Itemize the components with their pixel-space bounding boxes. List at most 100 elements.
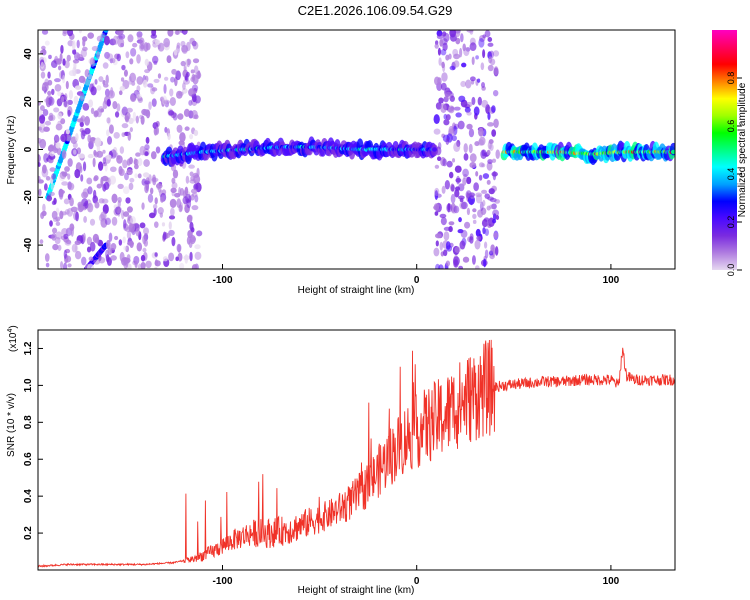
- noise-dot: [76, 53, 83, 60]
- noise-dot: [44, 40, 50, 46]
- noise-dot: [135, 152, 141, 157]
- noise-dot: [110, 255, 117, 261]
- noise-dot: [445, 114, 451, 121]
- noise-dot: [44, 120, 52, 126]
- noise-dot: [134, 260, 138, 268]
- noise-dot: [57, 244, 62, 251]
- noise-dot: [93, 110, 99, 117]
- noise-dot: [191, 94, 196, 99]
- noise-dot: [443, 249, 448, 257]
- noise-dot: [95, 236, 100, 245]
- snr-x-tick-label: 100: [603, 576, 620, 587]
- noise-dot: [469, 153, 477, 163]
- noise-dot: [86, 202, 94, 213]
- noise-dot: [189, 179, 197, 184]
- noise-dot: [458, 265, 464, 269]
- noise-dot: [161, 222, 166, 227]
- noise-dot: [436, 34, 444, 40]
- noise-dot: [435, 233, 442, 239]
- noise-dot: [450, 202, 456, 213]
- noise-dot: [130, 47, 137, 57]
- snr-series-line: [38, 339, 675, 568]
- noise-dot: [143, 227, 150, 235]
- noise-dot: [477, 78, 481, 83]
- colorbar-tick-label: 0.8: [726, 72, 736, 85]
- noise-dot: [43, 153, 49, 163]
- noise-dot: [442, 31, 447, 37]
- noise-dot: [38, 188, 42, 197]
- noise-dot: [105, 254, 110, 263]
- noise-dot: [108, 232, 113, 242]
- noise-dot: [96, 35, 104, 42]
- noise-dot: [170, 207, 175, 217]
- noise-dot: [67, 30, 74, 37]
- noise-dot: [463, 143, 468, 153]
- noise-dot: [463, 47, 470, 57]
- noise-dot: [77, 201, 84, 208]
- noise-dot: [193, 129, 199, 137]
- noise-dot: [61, 149, 67, 160]
- noise-dot: [481, 82, 486, 88]
- noise-dot: [88, 99, 94, 108]
- noise-dot: [489, 143, 494, 151]
- noise-dot: [100, 176, 104, 187]
- noise-dot: [91, 45, 99, 52]
- noise-dot: [459, 47, 463, 58]
- noise-dot: [194, 251, 202, 261]
- noise-dot: [114, 235, 119, 241]
- noise-dot: [457, 228, 464, 234]
- noise-dot: [140, 254, 146, 262]
- noise-dot: [466, 101, 473, 107]
- noise-dot: [55, 221, 61, 227]
- noise-dot: [163, 37, 170, 48]
- noise-dot: [62, 58, 66, 66]
- noise-dot: [183, 108, 190, 117]
- noise-dot: [73, 95, 79, 105]
- noise-dot: [132, 42, 138, 48]
- noise-dot: [134, 163, 139, 170]
- noise-dot: [448, 171, 454, 179]
- noise-dot: [63, 198, 70, 205]
- noise-dot: [438, 57, 442, 66]
- noise-dot: [486, 161, 493, 171]
- noise-dot: [481, 99, 489, 108]
- noise-dot: [477, 235, 482, 241]
- noise-dot: [102, 80, 106, 85]
- noise-dot: [190, 188, 198, 194]
- noise-dot: [79, 121, 84, 128]
- spectrogram-y-tick-label: 40: [23, 48, 34, 60]
- noise-dot: [80, 174, 84, 182]
- noise-dot: [439, 39, 444, 47]
- noise-dot: [62, 31, 67, 37]
- noise-dot: [126, 168, 133, 176]
- noise-dot: [493, 66, 499, 76]
- noise-dot: [42, 164, 47, 174]
- noise-dot: [169, 198, 177, 208]
- noise-dot: [42, 203, 46, 212]
- noise-dot: [102, 157, 106, 165]
- noise-dot: [471, 255, 476, 265]
- noise-dot: [55, 142, 61, 149]
- noise-dot: [119, 146, 125, 154]
- noise-dot: [63, 100, 68, 108]
- noise-dot: [175, 70, 181, 81]
- noise-dot: [151, 177, 159, 183]
- noise-dot: [162, 256, 168, 262]
- noise-dot: [73, 149, 77, 155]
- noise-dot: [478, 127, 484, 137]
- noise-dot: [433, 203, 440, 211]
- noise-dot: [169, 96, 176, 106]
- noise-dot: [483, 217, 490, 222]
- noise-dot: [129, 177, 135, 183]
- colorbar-tick-label: 0.4: [726, 168, 736, 181]
- snr-y-tick-label: 1.2: [23, 341, 34, 355]
- colorbar-bar: [712, 30, 737, 270]
- noise-dot: [166, 55, 172, 64]
- noise-dot: [468, 143, 473, 154]
- snr-frame: [37, 329, 676, 571]
- noise-dot: [465, 47, 471, 52]
- noise-dot: [452, 158, 456, 163]
- noise-dot: [453, 106, 461, 111]
- noise-dot: [450, 193, 456, 204]
- noise-dot: [193, 183, 199, 191]
